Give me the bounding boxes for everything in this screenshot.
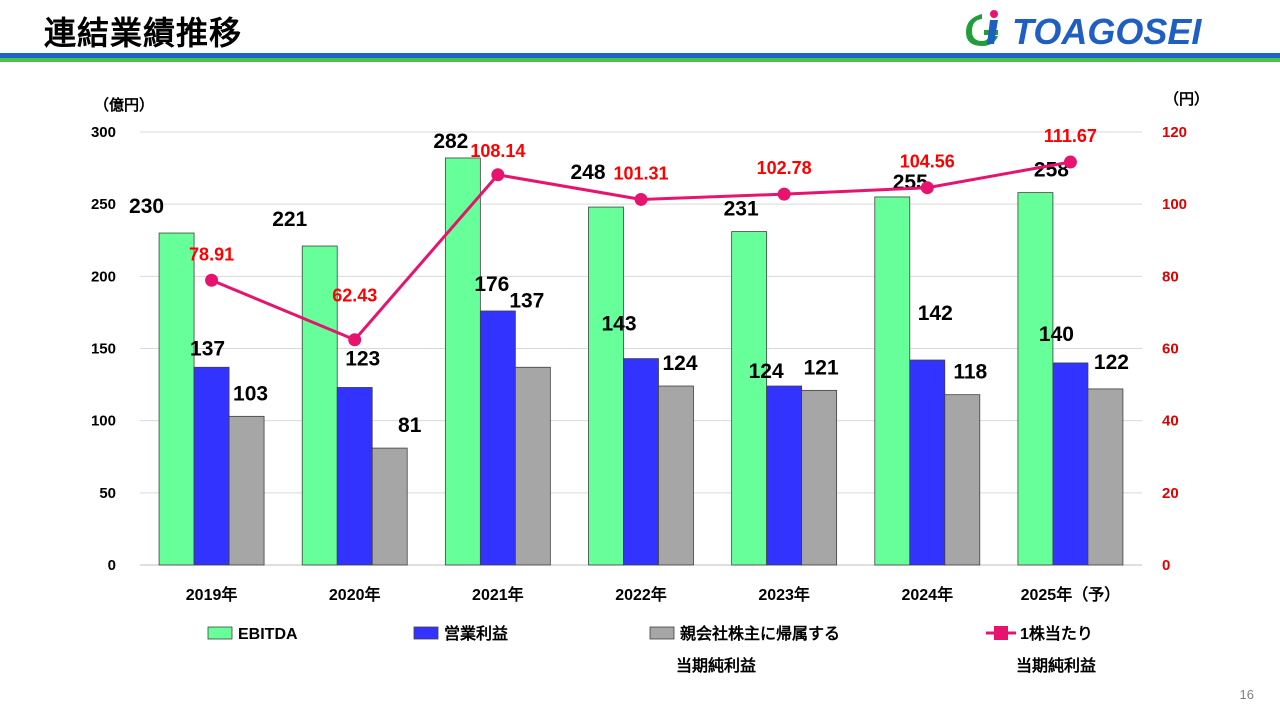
company-logo: TOAGOSEI [966, 10, 1202, 52]
eps-marker [920, 181, 934, 195]
legend-swatch-marker [994, 626, 1008, 640]
y2-axis-unit: （円） [1164, 90, 1209, 108]
eps-marker [777, 187, 791, 201]
y2-tick-label: 0 [1162, 557, 1170, 574]
y2-tick-label: 80 [1162, 268, 1179, 285]
legend-swatch [207, 626, 233, 640]
x-tick-label: 2022年 [615, 585, 667, 604]
bar-net-income [371, 447, 408, 566]
bar-ebitda [731, 231, 768, 566]
y-tick-label: 250 [91, 196, 116, 213]
y-tick-label: 200 [91, 268, 116, 285]
legend-label: 当期純利益 [676, 656, 756, 675]
bar-data-label: 221 [272, 208, 307, 231]
y2-tick-label: 40 [1162, 413, 1179, 430]
legend-label: 1株当たり [1020, 624, 1093, 643]
bar-net-income [514, 366, 551, 566]
legend-label: 営業利益 [444, 624, 508, 643]
bar-ebitda [588, 206, 624, 566]
eps-marker [491, 168, 505, 182]
legend-swatch [413, 626, 439, 640]
bar-net-income [801, 389, 838, 566]
bar-data-label: 124 [662, 352, 697, 375]
y2-tick-label: 120 [1162, 124, 1187, 141]
y2-tick-label: 20 [1162, 485, 1179, 502]
bar-data-label: 142 [918, 302, 953, 325]
bar-data-label: 118 [953, 361, 987, 384]
eps-data-label: 111.67 [1044, 126, 1097, 146]
eps-data-label: 101.31 [613, 163, 668, 183]
y-tick-label: 300 [91, 124, 116, 141]
eps-data-label: 78.91 [189, 244, 234, 264]
bar-net-income [1087, 388, 1124, 566]
bar-net-income [228, 415, 265, 566]
bar-data-label: 103 [233, 382, 268, 405]
bar-ebitda [158, 232, 195, 566]
bar-ebitda [874, 196, 911, 566]
eps-data-label: 104.56 [900, 152, 955, 172]
bar-operating-profit [479, 310, 516, 566]
y-tick-label: 50 [99, 485, 116, 502]
bar-operating-profit [909, 359, 946, 566]
bar-data-label: 143 [601, 313, 636, 336]
bar-data-label: 137 [509, 289, 544, 312]
bar-data-label: 123 [345, 347, 380, 370]
header-rule-blue [0, 53, 1280, 58]
bar-data-label: 81 [398, 414, 422, 437]
bar-ebitda [1017, 192, 1054, 566]
logo-mark-icon [966, 10, 998, 46]
bar-data-label: 124 [749, 360, 784, 383]
bar-operating-profit [766, 385, 803, 566]
legend-label: EBITDA [238, 626, 298, 643]
bar-operating-profit [1052, 362, 1089, 566]
bar-data-label: 121 [804, 356, 839, 379]
bar-data-label: 140 [1039, 323, 1074, 346]
page-number: 16 [1239, 687, 1254, 702]
page-title: 連結業績推移 [44, 14, 243, 52]
eps-marker [348, 333, 362, 347]
eps-data-label: 108.14 [470, 141, 525, 161]
bar-net-income [658, 385, 694, 566]
bar-data-label: 231 [724, 198, 759, 221]
legend-swatch [649, 626, 675, 640]
y-axis-unit: （億円） [94, 96, 154, 114]
bar-data-label: 282 [433, 130, 468, 153]
x-tick-label: 2025年（予） [1021, 585, 1121, 604]
bar-operating-profit [336, 387, 373, 566]
logo-text: TOAGOSEI [1012, 11, 1202, 52]
x-tick-label: 2019年 [186, 585, 238, 604]
legend-label: 親会社株主に帰属する [680, 624, 840, 643]
eps-marker [205, 273, 219, 287]
header-rule-green [0, 58, 1280, 62]
eps-data-label: 62.43 [332, 286, 377, 306]
bar-operating-profit [193, 366, 230, 566]
eps-marker [1063, 155, 1077, 169]
x-tick-label: 2020年 [329, 585, 381, 604]
bar-ebitda [301, 245, 338, 566]
y2-tick-label: 100 [1162, 196, 1187, 213]
y-tick-label: 150 [91, 341, 116, 358]
bar-data-label: 137 [190, 337, 225, 360]
bar-data-label: 176 [474, 273, 509, 296]
bar-data-label: 122 [1094, 351, 1129, 374]
bar-operating-profit [623, 358, 659, 566]
eps-marker [634, 192, 648, 206]
x-tick-label: 2021年 [472, 585, 524, 604]
bar-data-label: 248 [570, 161, 605, 184]
y2-tick-label: 60 [1162, 341, 1179, 358]
eps-data-label: 102.78 [757, 158, 812, 178]
bar-data-label: 230 [129, 195, 164, 218]
x-tick-label: 2023年 [758, 585, 810, 604]
legend-label: 当期純利益 [1016, 656, 1096, 675]
x-tick-label: 2024年 [901, 585, 953, 604]
y-tick-label: 100 [91, 413, 116, 430]
bar-ebitda [444, 157, 481, 566]
y-tick-label: 0 [108, 557, 116, 574]
bar-net-income [944, 394, 981, 566]
